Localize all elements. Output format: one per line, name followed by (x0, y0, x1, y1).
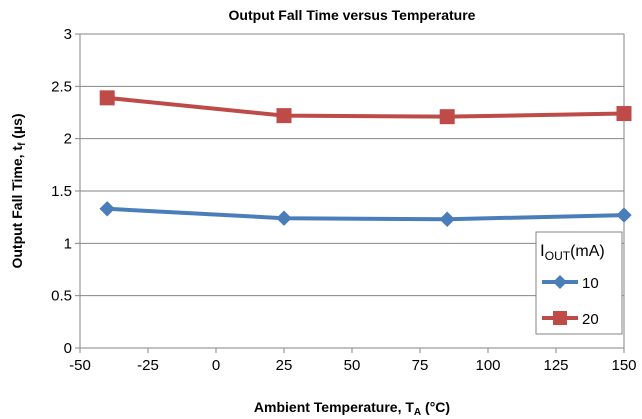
series-line-10 (105, 206, 626, 222)
data-point-diamond (616, 207, 632, 223)
data-point-diamond (439, 211, 455, 227)
legend-title: IOUT(mA) (540, 241, 605, 263)
y-axis-title-unit: (µs) (9, 113, 25, 142)
x-axis-title-unit: (°C) (421, 399, 450, 415)
legend-label: 10 (582, 275, 599, 292)
y-tick-label: 2 (64, 131, 72, 148)
y-axis-title-text: Output Fall Time, t (9, 146, 25, 269)
y-tick-label: 1.5 (51, 183, 72, 200)
x-tick-label: -25 (137, 357, 159, 374)
y-tick-label: 1 (64, 235, 72, 252)
y-tick-label: 0 (64, 340, 72, 357)
x-tick-label: -50 (69, 357, 91, 374)
x-tick-label: 25 (276, 357, 293, 374)
legend-marker-diamond (553, 275, 567, 289)
data-point-square (276, 108, 292, 124)
y-axis-title-subscript: f (17, 142, 28, 146)
x-tick-label: 100 (475, 357, 500, 374)
data-point-square (616, 106, 632, 122)
series-20 (99, 90, 632, 125)
legend: IOUT(mA) 10 20 (535, 231, 623, 335)
y-axis-title: Output Fall Time, tf (µs) (9, 113, 28, 268)
data-point-diamond (99, 201, 115, 217)
x-tick-label: 125 (543, 357, 568, 374)
y-tick-label: 3 (64, 26, 72, 43)
axes: -50 -25 0 25 50 75 100 125 150 0 0.5 1 1.5 2 2.5 3 (51, 26, 636, 374)
series-line-20 (105, 95, 626, 119)
series-layer (99, 90, 632, 227)
y-tick-label: 2.5 (51, 78, 72, 95)
legend-title-unit: (mA) (570, 243, 605, 260)
y-tick-label: 0.5 (51, 288, 72, 305)
data-point-square (99, 90, 115, 106)
data-point-square (439, 109, 455, 125)
data-point-diamond (276, 210, 292, 226)
axis-labels: Ambient Temperature, TA (°C) Output Fall … (9, 113, 450, 418)
x-tick-label: 0 (212, 357, 220, 374)
gridlines (80, 33, 624, 297)
legend-label: 20 (582, 311, 599, 328)
x-tick-label: 75 (412, 357, 429, 374)
legend-marker-square (553, 311, 567, 325)
x-axis-title: Ambient Temperature, TA (°C) (254, 399, 450, 418)
legend-title-subscript: OUT (545, 249, 571, 263)
x-axis-title-text: Ambient Temperature, T (254, 399, 414, 415)
series-10 (99, 201, 632, 227)
legend-title-main: I (540, 241, 545, 260)
x-tick-label: 150 (611, 357, 636, 374)
x-tick-label: 50 (344, 357, 361, 374)
x-axis-title-subscript: A (414, 407, 421, 418)
chart-title: Output Fall Time versus Temperature (229, 7, 476, 23)
